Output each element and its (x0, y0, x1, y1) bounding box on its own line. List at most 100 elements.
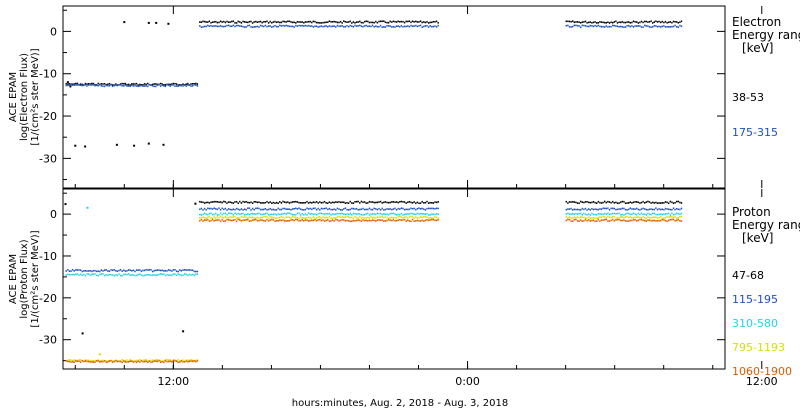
proton-data-point (357, 217, 359, 219)
proton-data-point (421, 216, 423, 219)
proton-data-point (660, 208, 662, 211)
proton-data-point (250, 220, 252, 222)
proton-data-point (218, 214, 220, 216)
electron-data-point (139, 85, 141, 87)
electron-data-point (84, 145, 87, 148)
proton-data-point (621, 219, 623, 222)
proton-data-point (190, 274, 192, 276)
proton-data-point (151, 361, 154, 363)
proton-data-point (375, 220, 377, 222)
proton-data-point (317, 207, 319, 210)
electron-data-point (573, 24, 575, 27)
proton-data-point (155, 359, 157, 361)
proton-data-point (94, 269, 96, 272)
proton-data-point (669, 208, 671, 211)
electron-data-point (237, 24, 239, 27)
proton-data-point (295, 216, 297, 219)
proton-data-point (328, 201, 331, 203)
electron-data-point (604, 26, 606, 28)
proton-data-point (79, 361, 82, 363)
proton-data-point (330, 214, 332, 216)
electron-data-point (79, 84, 82, 86)
proton-data-point (572, 213, 574, 215)
proton-data-point (205, 217, 207, 220)
proton-data-point (413, 220, 415, 222)
proton-data-point (207, 213, 209, 216)
proton-data-point (370, 219, 372, 222)
proton-data-point (589, 214, 591, 216)
electron-data-point (336, 21, 339, 24)
proton-data-point (581, 207, 583, 210)
proton-data-point (323, 207, 326, 210)
electron-data-point (328, 25, 331, 27)
proton-data-point (148, 274, 151, 276)
proton-data-point (591, 217, 593, 219)
electron-data-point (669, 21, 671, 23)
electron-data-point (303, 25, 305, 27)
proton-data-point (126, 270, 128, 272)
electron-data-point (655, 25, 657, 27)
proton-data-point (163, 360, 165, 362)
proton-data-point (333, 217, 335, 219)
electron-data-point (354, 24, 356, 27)
electron-data-point (235, 24, 238, 27)
electron-data-point (363, 20, 366, 23)
proton-data-point (663, 217, 665, 219)
proton-data-point (588, 213, 590, 215)
proton-data-point (621, 200, 623, 203)
proton-data-point (640, 218, 643, 221)
proton-data-point (87, 270, 90, 272)
electron-data-point (126, 85, 128, 87)
electron-data-point (223, 25, 225, 28)
electron-data-point (648, 26, 651, 28)
proton-data-point (330, 220, 332, 222)
proton-data-point (405, 220, 407, 222)
proton-data-point (339, 209, 342, 211)
proton-data-point (338, 213, 340, 215)
proton-data-point (253, 217, 255, 219)
electron-data-point (219, 20, 222, 23)
electron-data-point (227, 24, 230, 27)
proton-data-point (360, 208, 363, 211)
proton-data-point (386, 216, 388, 219)
electron-data-point (644, 24, 646, 27)
electron-data-point (360, 21, 363, 24)
proton-data-point (434, 219, 436, 222)
electron-data-point (158, 84, 160, 86)
proton-data-point (655, 216, 657, 218)
electron-data-point (370, 21, 372, 24)
proton-data-point (158, 359, 160, 362)
electron-data-point (103, 83, 106, 85)
electron-data-point (303, 21, 305, 24)
proton-data-point (434, 216, 436, 218)
electron-data-point (159, 85, 162, 87)
proton-data-point (275, 209, 278, 211)
electron-data-point (288, 25, 291, 28)
proton-data-point (191, 269, 194, 271)
proton-data-point (615, 219, 617, 221)
electron-data-point (317, 26, 319, 28)
proton-data-point (621, 213, 623, 216)
electron-data-point (335, 21, 337, 23)
electron-data-point (231, 20, 233, 23)
proton-data-point (371, 219, 374, 221)
proton-data-point (150, 361, 152, 364)
proton-data-point (596, 202, 598, 204)
proton-data-point (610, 207, 612, 210)
proton-data-point (639, 213, 641, 216)
proton-data-point (171, 270, 173, 272)
electron-data-point (290, 25, 292, 28)
electron-data-point (91, 82, 93, 85)
electron-data-point (580, 22, 582, 24)
electron-data-point (397, 25, 399, 27)
proton-data-point (576, 220, 579, 222)
proton-data-point (327, 212, 329, 215)
proton-data-point (432, 213, 435, 216)
proton-data-point (191, 273, 194, 276)
proton-data-point (296, 217, 299, 219)
electron-data-point (325, 21, 327, 24)
proton-data-point (245, 208, 247, 211)
proton-data-point (174, 359, 176, 361)
proton-data-point (231, 212, 233, 215)
proton-data-point (315, 217, 318, 219)
